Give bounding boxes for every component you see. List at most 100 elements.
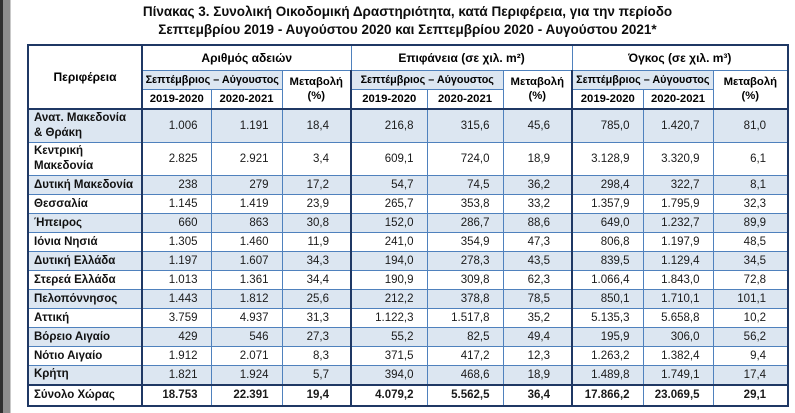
- value-cell: 238: [141, 175, 212, 195]
- change-header-volume: Μεταβολή (%): [712, 69, 789, 110]
- total-cell: 29,1: [712, 384, 789, 406]
- group-header-volume: Όγκος (σε χιλ. m³): [571, 44, 789, 71]
- value-cell: 23,9: [281, 194, 352, 214]
- change-unit: (%): [741, 90, 760, 103]
- value-cell: 8,1: [712, 175, 789, 195]
- value-cell: 30,8: [281, 213, 352, 233]
- value-cell: 74,5: [426, 175, 504, 195]
- value-cell: 101,1: [712, 289, 789, 309]
- change-label: Μεταβολή: [723, 76, 778, 89]
- region-row: Πελοπόννησος 1.443 1.812 25,6 212,2 378,8 78,5…: [27, 289, 789, 309]
- region-row: Θεσσαλία 1.145 1.419 23,9 265,7 353,8 33,2 1.35…: [27, 194, 789, 214]
- building-activity-table: Περιφέρεια Αριθμός αδειών Επιφάνεια (σε …: [27, 44, 790, 407]
- value-cell: 32,3: [712, 194, 789, 214]
- change-label: Μεταβολή: [289, 76, 343, 89]
- value-cell: 10,2: [712, 308, 789, 328]
- value-cell: 3.320,9: [642, 142, 714, 176]
- period-header-row: Σεπτέμβριος – Αύγουστος Μεταβολή (%) Σεπ…: [28, 69, 789, 110]
- total-cell: 23.069,5: [642, 384, 714, 406]
- region-row: Ήπειρος 660 863 30,8 152,0 286,7 88,6 649,0 1.23…: [27, 213, 789, 233]
- value-cell: 309,8: [426, 270, 504, 290]
- value-cell: 241,0: [350, 232, 428, 252]
- value-cell: 4.937: [210, 308, 283, 328]
- value-cell: 286,7: [426, 213, 504, 233]
- value-cell: 1.357,9: [571, 194, 644, 214]
- value-cell: 11,9: [281, 232, 352, 252]
- value-cell: 1.443: [141, 289, 212, 309]
- region-row: Κεντρική Μακεδονία 2.825 2.921 3,4 609,1 724,…: [27, 142, 789, 176]
- region-name: Δυτική Ελλάδα: [27, 251, 143, 271]
- value-cell: 2.825: [141, 142, 212, 176]
- value-cell: 429: [141, 327, 212, 347]
- year-header: 2019-2020: [571, 88, 644, 110]
- value-cell: 216,8: [350, 108, 428, 143]
- value-cell: 839,5: [571, 251, 644, 271]
- value-cell: 1.517,8: [426, 308, 504, 328]
- year-header: 2020-2021: [210, 88, 283, 110]
- value-cell: 55,2: [350, 327, 428, 347]
- region-name: Νότιο Αιγαίο: [27, 346, 143, 366]
- value-cell: 17,2: [281, 175, 352, 195]
- period-header-volume: Σεπτέμβριος – Αύγουστος: [571, 69, 714, 90]
- value-cell: 1.006: [141, 108, 212, 143]
- value-cell: 298,4: [571, 175, 644, 195]
- page-edge-strip: [0, 0, 11, 413]
- year-header: 2020-2021: [426, 88, 504, 110]
- total-row-label: Σύνολο Χώρας: [27, 384, 143, 406]
- value-cell: 371,5: [350, 346, 428, 366]
- value-cell: 1.489,8: [571, 365, 644, 385]
- value-cell: 468,6: [426, 365, 504, 385]
- value-cell: 82,5: [426, 327, 504, 347]
- value-cell: 378,8: [426, 289, 504, 309]
- value-cell: 850,1: [571, 289, 644, 309]
- value-cell: 1.066,4: [571, 270, 644, 290]
- value-cell: 81,0: [712, 108, 789, 143]
- value-cell: 3.759: [141, 308, 212, 328]
- value-cell: 5,7: [281, 365, 352, 385]
- value-cell: 34,5: [712, 251, 789, 271]
- total-cell: 17.866,2: [571, 384, 644, 406]
- total-row: Σύνολο Χώρας 18.753 22.391 19,4 4.079,2 …: [27, 384, 789, 406]
- table-title: Πίνακας 3. Συνολική Οικοδομική Δραστηριό…: [30, 3, 785, 39]
- year-header: 2019-2020: [141, 88, 212, 110]
- value-cell: 278,3: [426, 251, 504, 271]
- region-row: Ανατ. Μακεδονία & Θράκη 1.006 1.191 18,4 216…: [27, 108, 789, 143]
- period-header-surface: Σεπτέμβριος – Αύγουστος: [350, 69, 504, 90]
- value-cell: 72,8: [712, 270, 789, 290]
- total-cell: 18.753: [141, 384, 212, 406]
- year-header-row: 2019-2020 2020-2021 2019-2020 2020-2021 …: [28, 88, 789, 110]
- value-cell: 18,9: [502, 142, 574, 176]
- value-cell: 1.710,1: [642, 289, 714, 309]
- region-row: Στερεά Ελλάδα 1.013 1.361 34,4 190,9 309,8 62,…: [27, 270, 789, 290]
- value-cell: 195,9: [571, 327, 644, 347]
- value-cell: 1.420,7: [642, 108, 714, 143]
- value-cell: 36,2: [502, 175, 574, 195]
- year-header: 2020-2021: [642, 88, 714, 110]
- region-row: Αττική 3.759 4.937 31,3 1.122,3 1.517,8 35,2 5.…: [27, 308, 789, 328]
- value-cell: 6,1: [712, 142, 789, 176]
- region-row: Βόρειο Αιγαίο 429 546 27,3 55,2 82,5 49,4 195,9…: [27, 327, 789, 347]
- value-cell: 649,0: [571, 213, 644, 233]
- year-header: 2019-2020: [350, 88, 428, 110]
- change-unit: (%): [528, 90, 547, 103]
- value-cell: 88,6: [502, 213, 574, 233]
- value-cell: 17,4: [712, 365, 789, 385]
- value-cell: 54,7: [350, 175, 428, 195]
- value-cell: 1.263,2: [571, 346, 644, 366]
- value-cell: 417,2: [426, 346, 504, 366]
- value-cell: 34,4: [281, 270, 352, 290]
- region-name: Αττική: [27, 308, 143, 328]
- value-cell: 9,4: [712, 346, 789, 366]
- value-cell: 354,9: [426, 232, 504, 252]
- value-cell: 546: [210, 327, 283, 347]
- value-cell: 1.382,4: [642, 346, 714, 366]
- region-row: Ιόνια Νησιά 1.305 1.460 11,9 241,0 354,9 47,3 8…: [27, 232, 789, 252]
- value-cell: 190,9: [350, 270, 428, 290]
- total-cell: 4.079,2: [350, 384, 428, 406]
- table-title-line2: Σεπτεμβρίου 2019 - Αυγούστου 2020 και Σε…: [158, 22, 657, 37]
- value-cell: 5.135,3: [571, 308, 644, 328]
- value-cell: 3.128,9: [571, 142, 644, 176]
- region-row: Δυτική Ελλάδα 1.197 1.607 34,3 194,0 278,3 43,…: [27, 251, 789, 271]
- value-cell: 43,5: [502, 251, 574, 271]
- value-cell: 863: [210, 213, 283, 233]
